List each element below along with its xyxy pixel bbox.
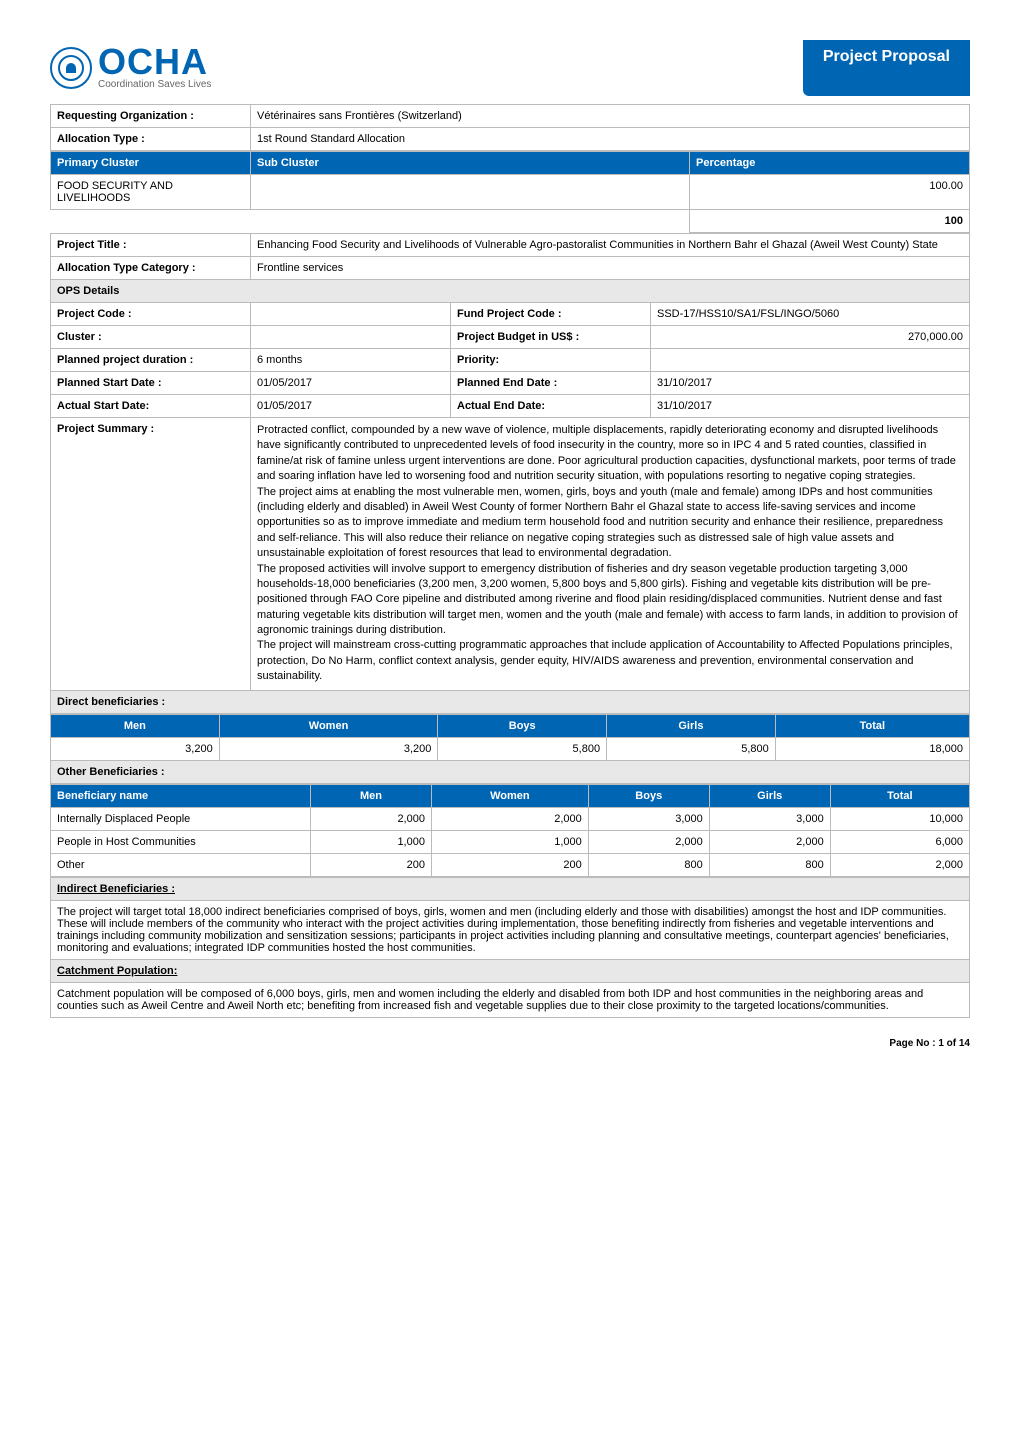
planned-start-label: Planned Start Date : [51, 372, 251, 395]
ob-name-2: Other [51, 853, 311, 876]
col-boys: Boys [438, 714, 607, 737]
alloc-cat-label: Allocation Type Category : [51, 257, 251, 280]
ob-col-boys: Boys [588, 784, 709, 807]
project-title-label: Project Title : [51, 234, 251, 257]
indirect-text: The project will target total 18,000 ind… [51, 900, 970, 959]
col-total: Total [775, 714, 969, 737]
ob-women-0: 2,000 [431, 807, 588, 830]
sub-cluster-value [251, 175, 690, 210]
col-men: Men [51, 714, 220, 737]
val-men: 3,200 [51, 737, 220, 760]
ob-total-1: 6,000 [830, 830, 969, 853]
planned-end-label: Planned End Date : [451, 372, 651, 395]
primary-cluster-header: Primary Cluster [51, 152, 251, 175]
ob-women-1: 1,000 [431, 830, 588, 853]
ocha-tagline: Coordination Saves Lives [98, 79, 211, 90]
ocha-text-block: OCHA Coordination Saves Lives [98, 46, 211, 89]
budget-value: 270,000.00 [651, 326, 970, 349]
page-number: Page No : 1 of 14 [50, 1038, 970, 1049]
ob-name-0: Internally Displaced People [51, 807, 311, 830]
val-boys: 5,800 [438, 737, 607, 760]
cluster-label: Cluster : [51, 326, 251, 349]
ob-col-girls: Girls [709, 784, 830, 807]
project-proposal-badge: Project Proposal [803, 40, 970, 96]
ob-men-2: 200 [311, 853, 432, 876]
summary-value: Protracted conflict, compounded by a new… [251, 418, 970, 691]
project-title-value: Enhancing Food Security and Livelihoods … [251, 234, 970, 257]
project-code-value [251, 303, 451, 326]
cluster-total: 100 [690, 210, 970, 233]
allocation-type-value: 1st Round Standard Allocation [251, 128, 970, 151]
ob-col-women: Women [431, 784, 588, 807]
col-girls: Girls [607, 714, 776, 737]
primary-cluster-value: FOOD SECURITY AND LIVELIHOODS [51, 175, 251, 210]
other-beneficiaries-header: Other Beneficiaries : [50, 761, 970, 784]
actual-start-label: Actual Start Date: [51, 395, 251, 418]
ob-girls-1: 2,000 [709, 830, 830, 853]
actual-end-value: 31/10/2017 [651, 395, 970, 418]
direct-beneficiaries-table: Men Women Boys Girls Total 3,200 3,200 5… [50, 714, 970, 761]
table-row: People in Host Communities 1,000 1,000 2… [51, 830, 970, 853]
val-girls: 5,800 [607, 737, 776, 760]
sub-cluster-header: Sub Cluster [251, 152, 690, 175]
indirect-header: Indirect Beneficiaries : [51, 877, 970, 900]
page-header: OCHA Coordination Saves Lives Project Pr… [50, 40, 970, 96]
table-row: Other 200 200 800 800 2,000 [51, 853, 970, 876]
duration-value: 6 months [251, 349, 451, 372]
percentage-header: Percentage [690, 152, 970, 175]
planned-start-value: 01/05/2017 [251, 372, 451, 395]
allocation-type-label: Allocation Type : [51, 128, 251, 151]
ob-men-1: 1,000 [311, 830, 432, 853]
ob-col-men: Men [311, 784, 432, 807]
ob-men-0: 2,000 [311, 807, 432, 830]
alloc-cat-value: Frontline services [251, 257, 970, 280]
planned-end-value: 31/10/2017 [651, 372, 970, 395]
cluster-total-spacer [51, 210, 690, 233]
indirect-beneficiaries-table: Indirect Beneficiaries : The project wil… [50, 877, 970, 1018]
catchment-header: Catchment Population: [51, 959, 970, 982]
org-table: Requesting Organization : Vétérinaires s… [50, 104, 970, 151]
ob-name-1: People in Host Communities [51, 830, 311, 853]
summary-label: Project Summary : [51, 418, 251, 691]
project-meta-table: Project Title : Enhancing Food Security … [50, 233, 970, 691]
ob-boys-0: 3,000 [588, 807, 709, 830]
budget-label: Project Budget in US$ : [451, 326, 651, 349]
ocha-globe-icon [50, 47, 92, 89]
val-total: 18,000 [775, 737, 969, 760]
ob-col-total: Total [830, 784, 969, 807]
priority-value [651, 349, 970, 372]
duration-label: Planned project duration : [51, 349, 251, 372]
ocha-title: OCHA [98, 46, 211, 78]
ops-details-header: OPS Details [51, 280, 970, 303]
ob-boys-1: 2,000 [588, 830, 709, 853]
cluster-value [251, 326, 451, 349]
col-women: Women [219, 714, 438, 737]
actual-start-value: 01/05/2017 [251, 395, 451, 418]
requesting-org-value: Vétérinaires sans Frontières (Switzerlan… [251, 105, 970, 128]
ob-boys-2: 800 [588, 853, 709, 876]
actual-end-label: Actual End Date: [451, 395, 651, 418]
catchment-text: Catchment population will be composed of… [51, 982, 970, 1017]
priority-label: Priority: [451, 349, 651, 372]
other-beneficiaries-table: Beneficiary name Men Women Boys Girls To… [50, 784, 970, 877]
requesting-org-label: Requesting Organization : [51, 105, 251, 128]
ocha-logo: OCHA Coordination Saves Lives [50, 46, 211, 89]
table-row: Internally Displaced People 2,000 2,000 … [51, 807, 970, 830]
ob-girls-0: 3,000 [709, 807, 830, 830]
direct-beneficiaries-header: Direct beneficiaries : [50, 691, 970, 714]
ob-total-2: 2,000 [830, 853, 969, 876]
cluster-table: Primary Cluster Sub Cluster Percentage F… [50, 151, 970, 233]
val-women: 3,200 [219, 737, 438, 760]
ob-women-2: 200 [431, 853, 588, 876]
fund-code-label: Fund Project Code : [451, 303, 651, 326]
ob-total-0: 10,000 [830, 807, 969, 830]
ob-col-name: Beneficiary name [51, 784, 311, 807]
project-code-label: Project Code : [51, 303, 251, 326]
percentage-value: 100.00 [690, 175, 970, 210]
fund-code-value: SSD-17/HSS10/SA1/FSL/INGO/5060 [651, 303, 970, 326]
ob-girls-2: 800 [709, 853, 830, 876]
